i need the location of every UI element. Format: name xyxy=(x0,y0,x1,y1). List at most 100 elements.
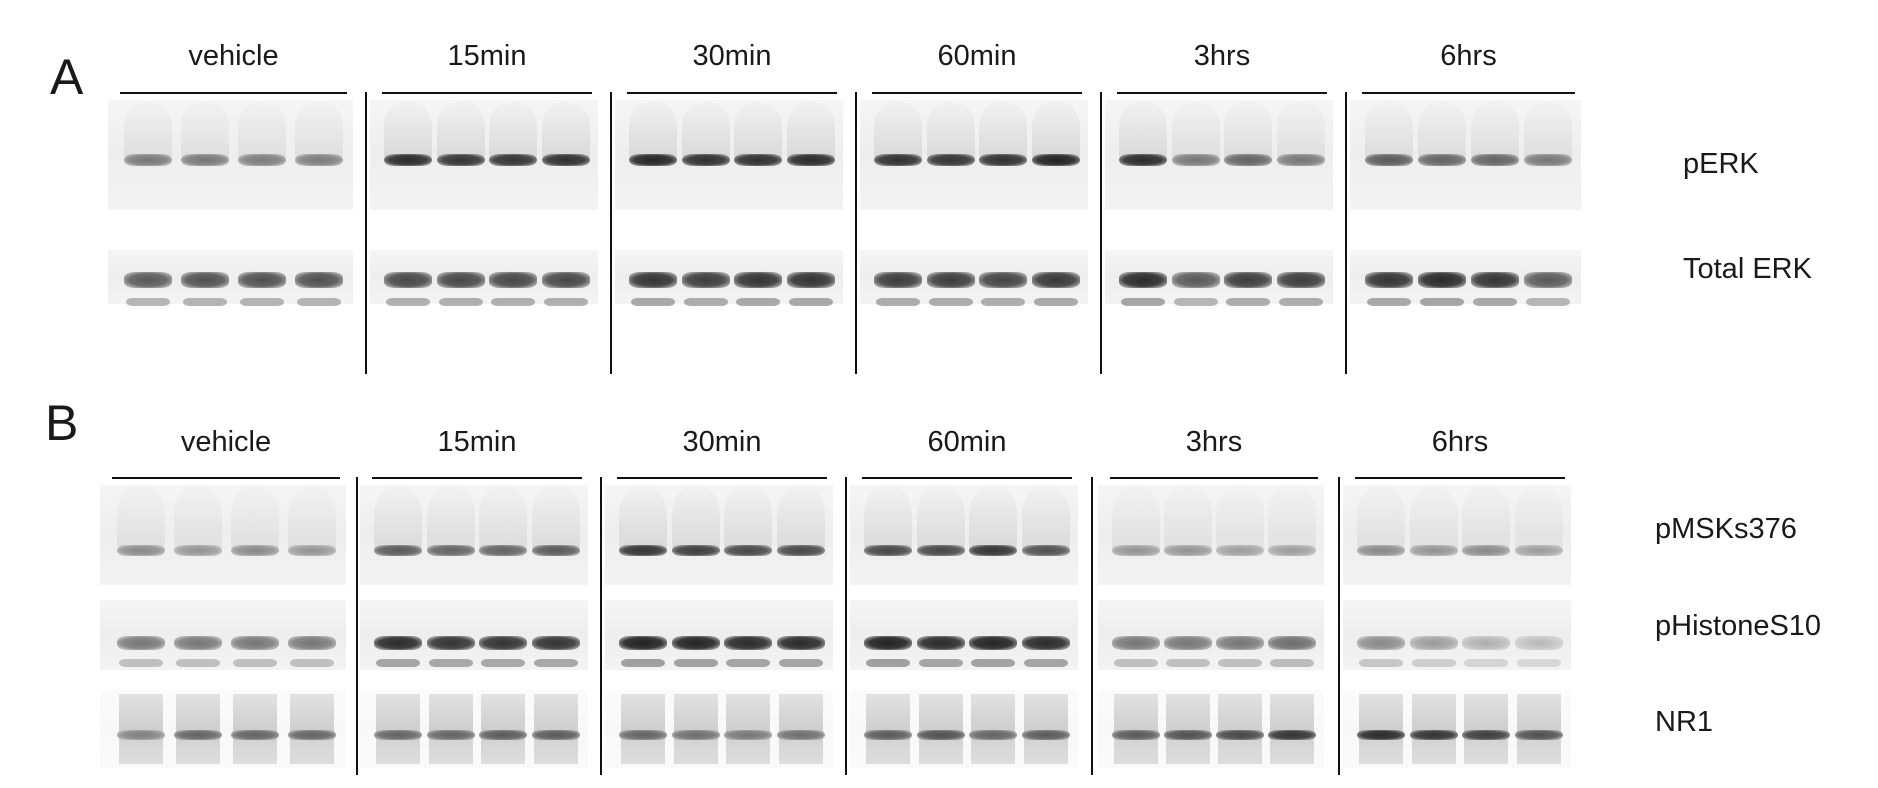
protein-band xyxy=(1417,272,1466,288)
protein-band xyxy=(1119,154,1168,166)
lane-box xyxy=(289,694,334,764)
secondary-band xyxy=(183,298,228,306)
protein-band xyxy=(864,636,913,650)
protein-band xyxy=(1276,272,1325,288)
secondary-band xyxy=(1166,659,1210,667)
secondary-band xyxy=(175,659,220,667)
secondary-band xyxy=(543,298,588,306)
protein-band xyxy=(1216,636,1264,650)
protein-band xyxy=(230,636,279,650)
protein-band xyxy=(724,730,773,740)
secondary-band xyxy=(239,298,284,306)
protein-band xyxy=(426,730,475,740)
blot-strip xyxy=(1098,485,1324,585)
lane-box xyxy=(376,694,421,764)
protein-band xyxy=(776,636,825,650)
protein-band xyxy=(531,636,580,650)
protein-band xyxy=(1514,636,1563,650)
lane-box xyxy=(971,694,1016,764)
lane-box xyxy=(1023,694,1068,764)
antibody-row-label: pMSKs376 xyxy=(1655,513,1797,545)
protein-band xyxy=(426,544,475,556)
protein-band xyxy=(1409,544,1458,556)
protein-band xyxy=(479,636,528,650)
protein-band xyxy=(629,272,678,288)
antibody-row-label: pHistoneS10 xyxy=(1655,610,1822,642)
lane-box xyxy=(1166,694,1210,764)
lane-box xyxy=(621,694,666,764)
secondary-band xyxy=(438,298,483,306)
secondary-band xyxy=(118,659,163,667)
protein-band xyxy=(671,636,720,650)
secondary-band xyxy=(1464,659,1509,667)
protein-band xyxy=(173,636,222,650)
secondary-band xyxy=(1278,298,1323,306)
group-bracket-line xyxy=(1362,92,1575,94)
group-bracket-line xyxy=(112,477,340,479)
blot-strip xyxy=(850,600,1078,670)
secondary-band xyxy=(428,659,473,667)
protein-band xyxy=(916,636,965,650)
secondary-band xyxy=(1173,298,1218,306)
secondary-band xyxy=(673,659,718,667)
blot-strip xyxy=(100,600,346,670)
protein-band xyxy=(864,730,913,740)
protein-band xyxy=(374,544,423,556)
protein-band xyxy=(1268,730,1316,740)
lane-box xyxy=(533,694,578,764)
protein-band xyxy=(619,730,668,740)
secondary-band xyxy=(621,659,666,667)
protein-band xyxy=(874,272,923,288)
lane-box xyxy=(1516,694,1561,764)
secondary-band xyxy=(736,298,781,306)
secondary-band xyxy=(386,298,431,306)
protein-band xyxy=(294,272,343,288)
protein-band xyxy=(979,154,1028,166)
group-divider-line xyxy=(1091,477,1093,775)
group-divider-line xyxy=(610,92,612,374)
lane-box xyxy=(778,694,823,764)
secondary-band xyxy=(928,298,973,306)
group-divider-line xyxy=(1345,92,1347,374)
secondary-band xyxy=(981,298,1026,306)
secondary-band xyxy=(1226,298,1271,306)
panel-letter-b: B xyxy=(45,395,79,451)
protein-band xyxy=(489,154,538,166)
secondary-band xyxy=(726,659,771,667)
secondary-band xyxy=(631,298,676,306)
protein-band xyxy=(724,636,773,650)
protein-band xyxy=(489,272,538,288)
secondary-band xyxy=(1516,659,1561,667)
group-bracket-line xyxy=(872,92,1082,94)
antibody-row-label: pERK xyxy=(1683,148,1759,180)
group-bracket-line xyxy=(372,477,582,479)
protein-band xyxy=(541,154,590,166)
secondary-band xyxy=(126,298,171,306)
blot-strip xyxy=(605,485,833,585)
protein-band xyxy=(1164,636,1212,650)
lane-box xyxy=(428,694,473,764)
secondary-band xyxy=(778,659,823,667)
protein-band xyxy=(287,544,336,556)
protein-band xyxy=(237,154,286,166)
protein-band xyxy=(1021,636,1070,650)
protein-band xyxy=(237,272,286,288)
protein-band xyxy=(116,730,165,740)
secondary-band xyxy=(971,659,1016,667)
protein-band xyxy=(1357,544,1406,556)
secondary-band xyxy=(788,298,833,306)
protein-band xyxy=(531,544,580,556)
protein-band xyxy=(619,544,668,556)
protein-band xyxy=(1462,544,1511,556)
protein-band xyxy=(1514,544,1563,556)
protein-band xyxy=(1021,730,1070,740)
secondary-band xyxy=(1121,298,1166,306)
secondary-band xyxy=(1411,659,1456,667)
protein-band xyxy=(916,544,965,556)
protein-band xyxy=(384,272,433,288)
protein-band xyxy=(426,636,475,650)
group-divider-line xyxy=(1338,477,1340,775)
time-group-label: 60min xyxy=(927,426,1007,458)
group-divider-line xyxy=(365,92,367,374)
protein-band xyxy=(1417,154,1466,166)
